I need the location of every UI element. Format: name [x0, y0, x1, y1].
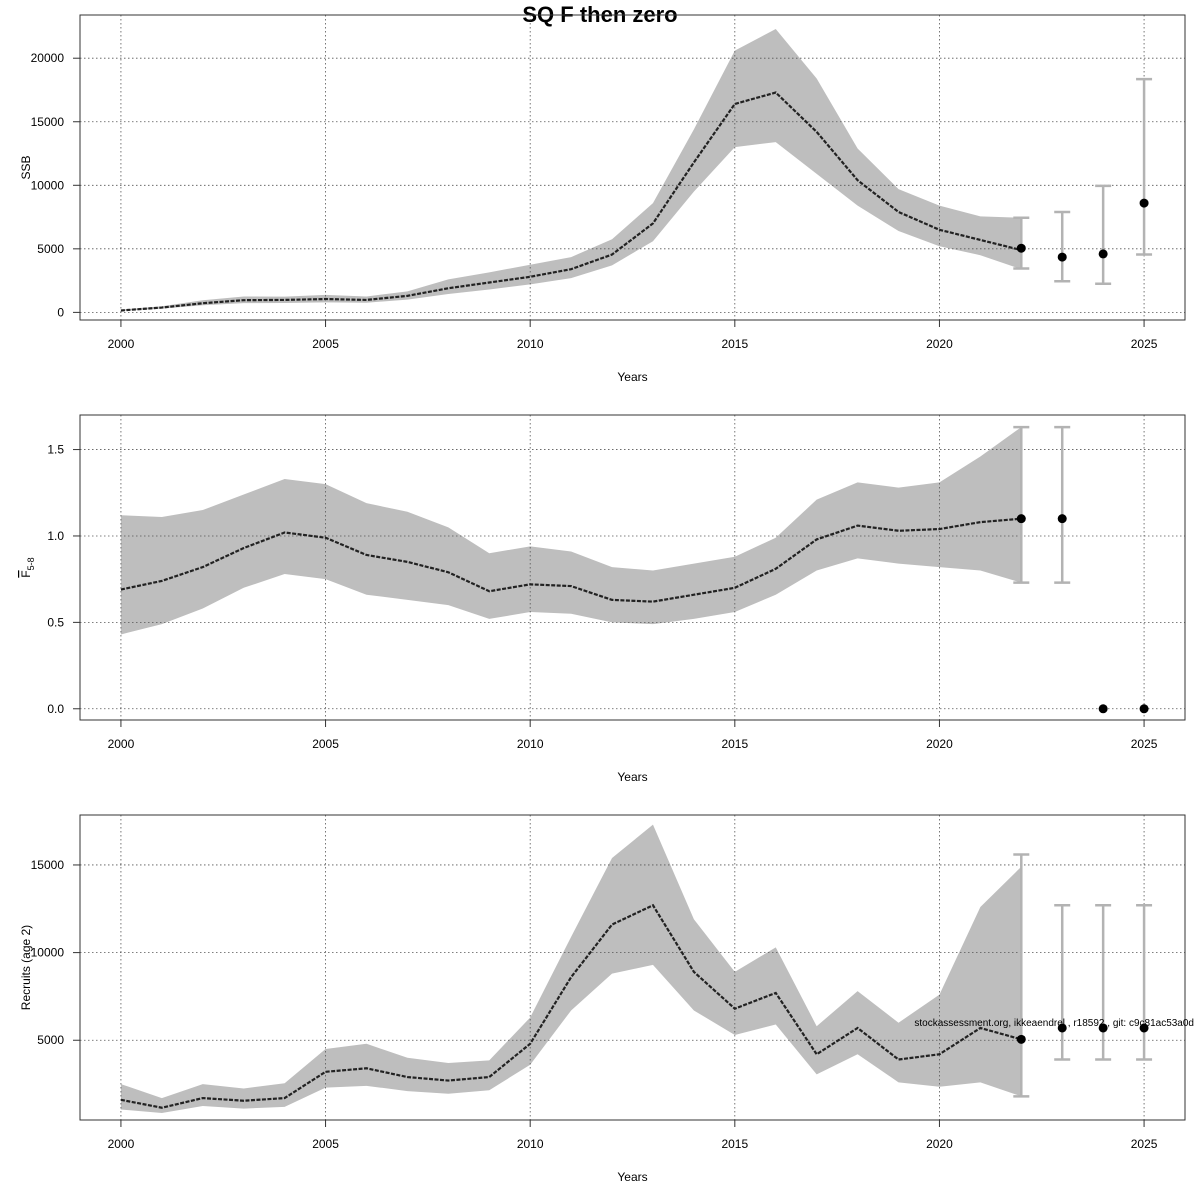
y-tick-label: 10000 [31, 946, 65, 960]
y-axis-label: SSB [19, 155, 33, 179]
projection-point [1139, 1023, 1149, 1033]
x-axis-label: Years [617, 770, 647, 784]
fishing-mortality-panel: 2000 2005 2010 2015 2020 2025 0.0 0.5 1.0 1.5 Year… [19, 414, 1186, 784]
projection-point [1098, 1023, 1108, 1033]
y-tick-label: 15000 [31, 858, 65, 872]
x-tick-label: 2015 [721, 1137, 748, 1151]
x-tick-label: 2000 [108, 1137, 135, 1151]
plot-frame [79, 14, 1186, 321]
y-tick-label: 1.5 [47, 443, 64, 457]
y-tick-label: 0.5 [47, 615, 64, 629]
y-tick-label: 1.0 [47, 529, 64, 543]
confidence-band [120, 28, 1022, 311]
y-tick-label: 5000 [37, 242, 64, 256]
footer-note: stockassessment.org, ikkeaendrel , r1859… [914, 1018, 1194, 1029]
x-tick-label: 2020 [926, 337, 953, 351]
plot-frame [79, 414, 1186, 721]
x-tick-label: 2010 [517, 737, 544, 751]
projection-point [1057, 1023, 1067, 1033]
x-tick-label: 2005 [312, 737, 339, 751]
projection-point [1139, 704, 1149, 714]
x-tick-label: 2010 [517, 337, 544, 351]
x-tick-label: 2020 [926, 737, 953, 751]
x-tick-label: 2015 [721, 737, 748, 751]
y-tick-label: 0.0 [47, 702, 64, 716]
x-axis-label: Years [617, 1170, 647, 1184]
projection-point [1057, 252, 1067, 262]
x-tick-label: 2005 [312, 1137, 339, 1151]
x-tick-label: 2020 [926, 1137, 953, 1151]
y-tick-label: 20000 [31, 51, 65, 65]
plot-frame [79, 814, 1186, 1121]
y-axis-label: F5-8 [19, 557, 36, 577]
y-tick-label: 5000 [37, 1033, 64, 1047]
projection-point [1098, 704, 1108, 714]
confidence-band [120, 427, 1022, 635]
x-tick-label: 2000 [108, 737, 135, 751]
projection-point [1016, 1034, 1026, 1044]
projection-point [1098, 249, 1108, 259]
confidence-band [120, 824, 1022, 1113]
x-tick-label: 2025 [1131, 1137, 1158, 1151]
estimate-line [120, 517, 1022, 603]
projection-point [1016, 243, 1026, 253]
x-tick-label: 2000 [108, 337, 135, 351]
estimate-line [120, 903, 1022, 1109]
recruits-panel: 2000 2005 2010 2015 2020 2025 5000 10000 15000 Ye… [19, 814, 1194, 1184]
x-tick-label: 2025 [1131, 737, 1158, 751]
y-axis-label: Recruits (age 2) [19, 925, 33, 1010]
x-axis-label: Years [617, 370, 647, 384]
projection-point [1016, 514, 1026, 524]
x-tick-label: 2025 [1131, 337, 1158, 351]
x-tick-label: 2005 [312, 337, 339, 351]
projection-point [1057, 514, 1067, 524]
y-tick-label: 0 [57, 305, 64, 319]
x-tick-label: 2015 [721, 337, 748, 351]
estimate-line [120, 91, 1022, 312]
ssb-panel: 2000 2005 2010 2015 2020 2025 0 5000 10000 15000 2… [19, 14, 1186, 384]
projection-point [1139, 198, 1149, 208]
y-tick-label: 15000 [31, 115, 65, 129]
x-tick-label: 2010 [517, 1137, 544, 1151]
y-tick-label: 10000 [31, 178, 65, 192]
